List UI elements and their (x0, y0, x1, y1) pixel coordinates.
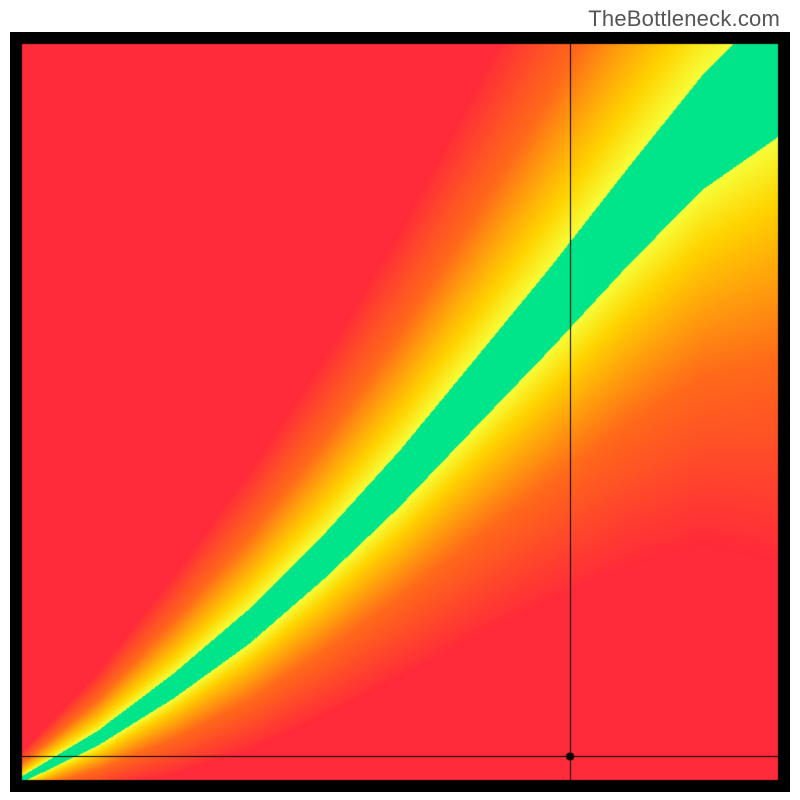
watermark-text: TheBottleneck.com (588, 6, 780, 32)
bottleneck-heatmap (10, 32, 790, 792)
heatmap-canvas (10, 32, 790, 792)
